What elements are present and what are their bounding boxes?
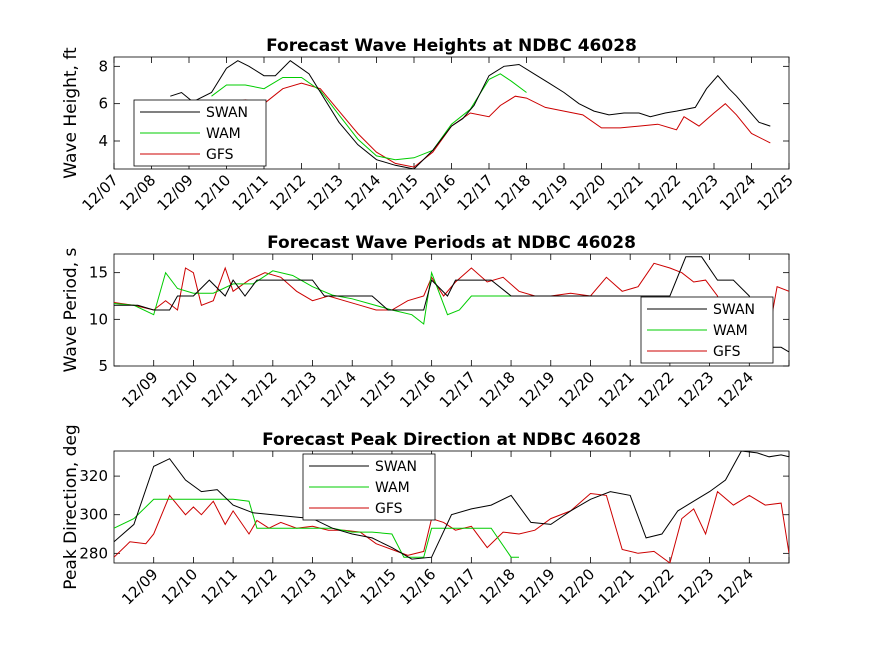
legend-label-wam: WAM [713, 323, 748, 339]
series-line-wam [114, 498, 519, 558]
legend-label-wam: WAM [375, 480, 410, 496]
series-line-swan [170, 60, 771, 169]
series-line-wam [211, 73, 527, 161]
legend-label-swan: SWAN [206, 105, 248, 121]
y-tick-label: 5 [98, 357, 108, 375]
legend-label-swan: SWAN [375, 459, 417, 475]
legend: SWAN WAM GFS [302, 453, 436, 521]
series-line-swan [114, 451, 789, 560]
series-line-gfs [226, 82, 771, 168]
y-tick-label: 320 [79, 467, 108, 485]
y-tick-label: 300 [79, 506, 108, 524]
chart-title: Forecast Wave Heights at NDBC 46028 [266, 36, 637, 56]
plot-area [113, 450, 790, 564]
y-tick-label: 6 [98, 95, 108, 113]
y-tick-label: 8 [98, 57, 108, 75]
chart-title: Forecast Peak Direction at NDBC 46028 [262, 430, 641, 450]
legend: SWAN WAM GFS [640, 296, 774, 364]
y-tick-label: 15 [89, 264, 108, 282]
legend-label-wam: WAM [206, 126, 241, 142]
series-line-swan [114, 256, 789, 353]
y-axis-label: Wave Height, ft [61, 47, 81, 179]
y-tick-label: 280 [79, 544, 108, 562]
legend-label-gfs: GFS [206, 147, 234, 163]
y-axis-label: Wave Period, s [61, 247, 81, 372]
y-tick-label: 4 [98, 132, 108, 150]
legend-label-gfs: GFS [713, 344, 741, 360]
legend-label-swan: SWAN [713, 302, 755, 318]
y-tick-label: 10 [89, 310, 108, 328]
y-axis-label: Peak Direction, deg [61, 424, 81, 589]
series-line-wam [114, 270, 523, 325]
legend: SWAN WAM GFS [133, 99, 267, 167]
chart-title: Forecast Wave Periods at NDBC 46028 [267, 233, 636, 253]
legend-label-gfs: GFS [375, 501, 403, 517]
